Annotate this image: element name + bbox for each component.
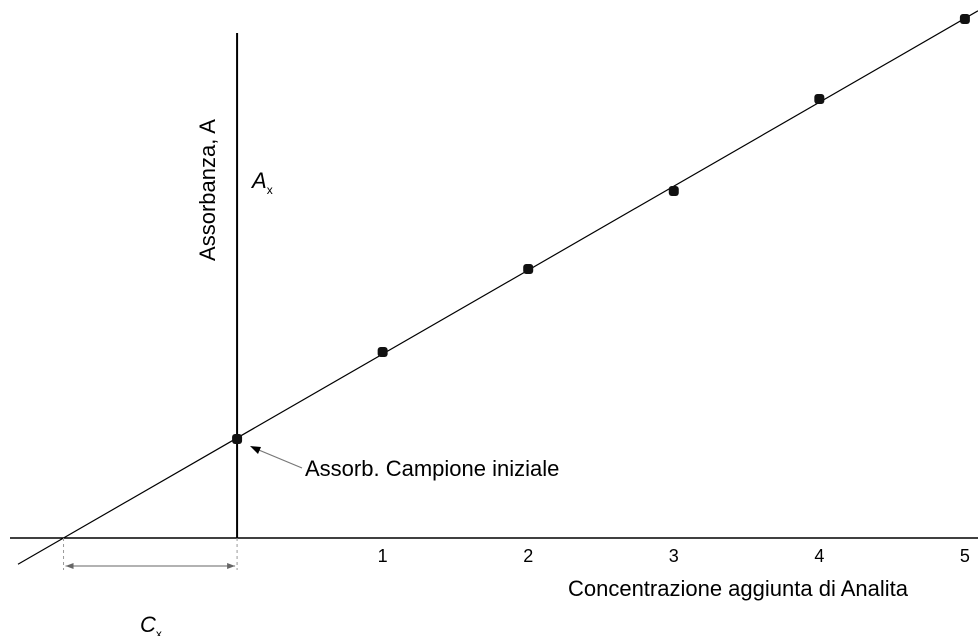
data-point xyxy=(232,434,243,444)
data-point xyxy=(377,347,388,357)
annotation: Assorb. Campione iniziale xyxy=(305,456,559,481)
data-point xyxy=(668,186,679,196)
annotation-subscript: x xyxy=(156,627,162,636)
x-tick-label: 4 xyxy=(814,546,824,566)
data-point xyxy=(959,14,970,24)
x-tick-label: 2 xyxy=(523,546,533,566)
y-axis-label: Assorbanza, A xyxy=(195,119,220,261)
x-axis-label: Concentrazione aggiunta di Analita xyxy=(568,576,909,601)
arrowhead xyxy=(227,563,236,569)
arrowhead xyxy=(65,563,74,569)
annotation-symbol: A xyxy=(250,168,267,193)
data-point xyxy=(523,264,534,274)
annotation: Cx xyxy=(140,612,162,636)
annotation-subscript: x xyxy=(267,183,273,197)
data-point xyxy=(814,94,825,104)
arrowhead xyxy=(250,446,261,454)
fit-line xyxy=(17,10,978,565)
annotation-arrow xyxy=(253,447,303,469)
x-tick-label: 3 xyxy=(669,546,679,566)
annotation-symbol: C xyxy=(140,612,156,636)
x-tick-label: 5 xyxy=(960,546,970,566)
annotation: Ax xyxy=(250,168,273,197)
x-tick-label: 1 xyxy=(378,546,388,566)
